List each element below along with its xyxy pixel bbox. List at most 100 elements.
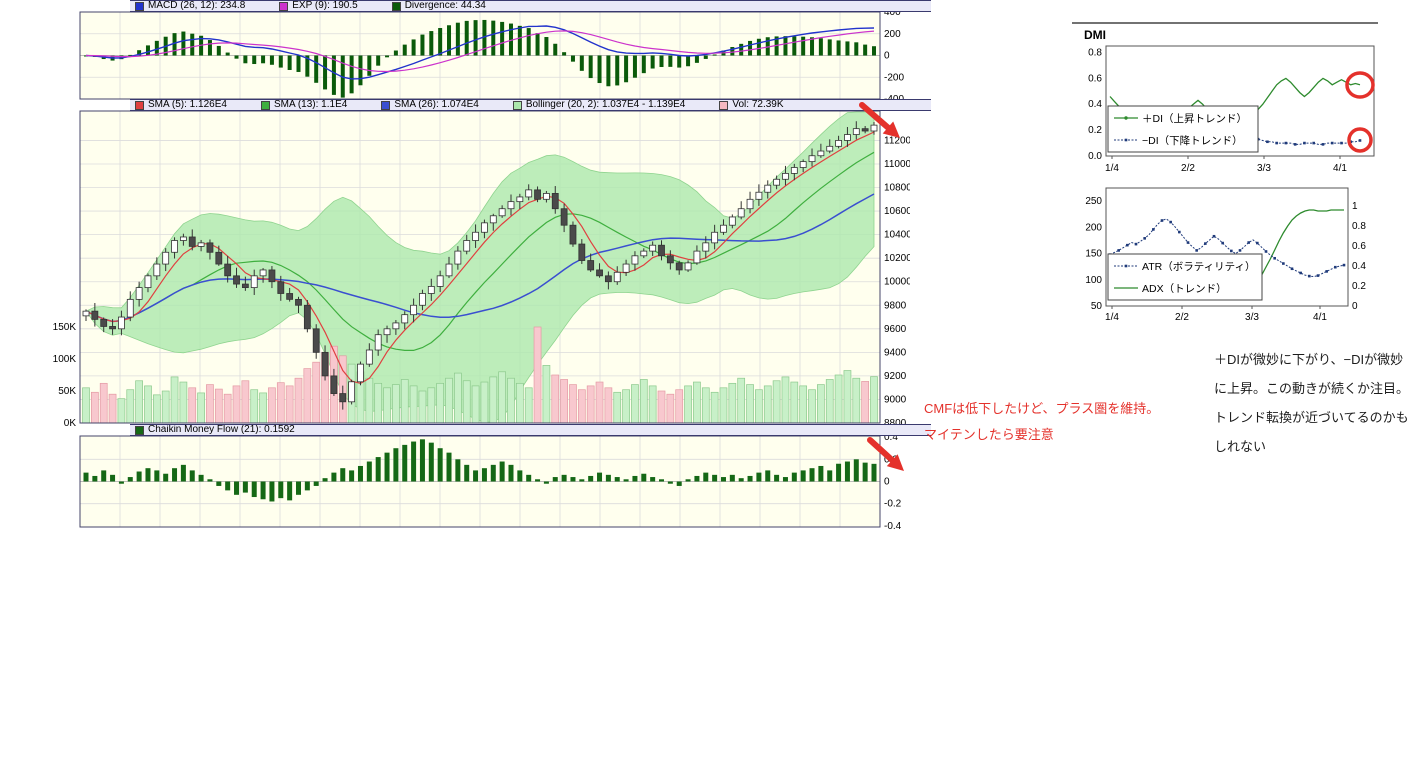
svg-text:10400: 10400 — [884, 230, 910, 241]
svg-text:150K: 150K — [53, 322, 77, 333]
dmi-annotation-note: ＋DIが微妙に下がり、−DIが微妙 に上昇。この動きが続くか注目。 トレンド転換… — [1214, 345, 1409, 461]
svg-text:250: 250 — [1085, 196, 1102, 207]
legend-swatch-icon — [260, 100, 270, 110]
macd-legend-bar: MACD (26, 12): 234.8 EXP (9): 190.5 Diverg… — [130, 0, 931, 12]
svg-text:4/1: 4/1 — [1333, 163, 1347, 174]
svg-text:3/3: 3/3 — [1257, 163, 1271, 174]
svg-text:200: 200 — [884, 29, 901, 40]
legend-label: Divergence: 44.34 — [404, 0, 486, 11]
svg-text:1/4: 1/4 — [1105, 163, 1119, 174]
legend-item: Divergence: 44.34 — [391, 0, 486, 11]
svg-text:10200: 10200 — [884, 253, 910, 264]
dmi-chart: DMI 0.8 0.6 0.4 0.2 0.0 1/4 2/2 3/3 4/1 ＋DI（上昇トレンド… — [1072, 22, 1378, 334]
svg-text:0.0: 0.0 — [1088, 151, 1102, 162]
svg-text:0.4: 0.4 — [1352, 261, 1366, 272]
atr-adx-panel: 250 200 150 100 50 1 0.8 0.6 0.4 0.2 0 1/4 2/2 3/3 4/1… — [1085, 187, 1366, 323]
svg-text:0: 0 — [884, 51, 890, 62]
legend-item: SMA (13): 1.1E4 — [260, 99, 348, 110]
legend-item: EXP (9): 190.5 — [279, 0, 358, 11]
svg-text:50K: 50K — [58, 386, 76, 397]
svg-text:100K: 100K — [53, 354, 77, 365]
svg-text:150: 150 — [1085, 249, 1102, 260]
cmf-note-line: マイテンしたら要注意 — [924, 427, 1054, 442]
price-legend-bar: SMA (5): 1.126E4 SMA (13): 1.1E4 SMA (26):… — [130, 99, 931, 111]
svg-text:ADX（トレンド）: ADX（トレンド） — [1142, 283, 1227, 295]
svg-text:9800: 9800 — [884, 300, 907, 311]
legend-label: Bollinger (20, 2): 1.037E4 - 1.139E4 — [525, 99, 686, 110]
legend-label: MACD (26, 12): 234.8 — [148, 0, 246, 11]
legend-label: Vol: 72.39K — [732, 99, 784, 110]
legend-label: SMA (5): 1.126E4 — [148, 99, 227, 110]
svg-text:2/2: 2/2 — [1175, 312, 1189, 323]
dmi-note-line: しれない — [1214, 439, 1267, 454]
cmf-panel: 0.40.20-0.2-0.4 — [79, 432, 902, 532]
legend-item: Chaikin Money Flow (21): 0.1592 — [135, 424, 295, 435]
legend-swatch-icon — [135, 1, 144, 11]
svg-text:100: 100 — [1085, 275, 1102, 286]
svg-text:0.6: 0.6 — [1352, 241, 1366, 252]
svg-text:200: 200 — [1085, 222, 1102, 233]
legend-swatch-icon — [391, 1, 401, 11]
svg-text:＋DI（上昇トレンド）: ＋DI（上昇トレンド） — [1142, 113, 1247, 125]
cmf-legend-bar: Chaikin Money Flow (21): 0.1592 — [130, 424, 931, 436]
svg-text:1: 1 — [1352, 201, 1358, 212]
legend-item: SMA (26): 1.074E4 — [381, 99, 479, 110]
svg-text:0: 0 — [884, 477, 890, 488]
svg-text:0K: 0K — [64, 418, 77, 429]
svg-text:0.2: 0.2 — [1088, 125, 1102, 136]
dmi-note-line: ＋DIが微妙に下がり、−DIが微妙 — [1214, 352, 1404, 367]
cmf-note-line: CMFは低下したけど、プラス圏を維持。 — [924, 401, 1160, 416]
svg-text:0.6: 0.6 — [1088, 73, 1102, 84]
price-panel: 11200 11000 10800 10600 10400 10200 10000 9800 9… — [53, 110, 912, 429]
legend-item: SMA (5): 1.126E4 — [135, 99, 227, 110]
svg-text:−DI（下降トレンド）: −DI（下降トレンド） — [1142, 134, 1243, 147]
dmi-note-line: トレンド転換が近づいてるのかも — [1214, 410, 1409, 425]
legend-swatch-icon — [512, 100, 522, 110]
legend-label: SMA (13): 1.1E4 — [273, 99, 348, 110]
legend-swatch-icon — [719, 100, 729, 110]
svg-text:0.2: 0.2 — [1352, 281, 1366, 292]
svg-text:50: 50 — [1091, 301, 1103, 312]
svg-text:11000: 11000 — [884, 159, 910, 170]
legend-item: MACD (26, 12): 234.8 — [135, 0, 246, 11]
legend-swatch-icon — [135, 425, 144, 435]
svg-text:0.8: 0.8 — [1352, 221, 1366, 232]
svg-text:0.8: 0.8 — [1088, 47, 1102, 58]
cmf-annotation-note: CMFは低下したけど、プラス圏を維持。 マイテンしたら要注意 — [924, 396, 1159, 448]
svg-text:10600: 10600 — [884, 206, 910, 217]
svg-text:0: 0 — [1352, 301, 1358, 312]
legend-swatch-icon — [381, 100, 391, 110]
svg-text:2/2: 2/2 — [1181, 163, 1195, 174]
svg-text:DMI: DMI — [1084, 28, 1106, 42]
svg-text:-0.2: -0.2 — [884, 499, 902, 510]
svg-text:9400: 9400 — [884, 347, 907, 358]
svg-text:10000: 10000 — [884, 277, 910, 288]
svg-text:400: 400 — [884, 7, 901, 18]
legend-swatch-icon — [279, 1, 289, 11]
svg-text:9600: 9600 — [884, 324, 907, 335]
svg-text:0.2: 0.2 — [884, 454, 898, 465]
svg-text:ATR（ボラティリティ）: ATR（ボラティリティ） — [1142, 261, 1255, 273]
legend-swatch-icon — [135, 100, 144, 110]
legend-label: EXP (9): 190.5 — [292, 0, 358, 11]
dmi-panel: DMI 0.8 0.6 0.4 0.2 0.01/4 2/2 3/3 4/1 ＋DI（上昇トレンド… — [1072, 22, 1378, 174]
svg-text:11200: 11200 — [884, 135, 910, 146]
svg-text:1/4: 1/4 — [1105, 312, 1119, 323]
svg-text:9000: 9000 — [884, 394, 907, 405]
svg-text:0.4: 0.4 — [1088, 99, 1102, 110]
dmi-note-line: に上昇。この動きが続くか注目。 — [1214, 381, 1410, 396]
legend-label: SMA (26): 1.074E4 — [394, 99, 479, 110]
svg-text:3/3: 3/3 — [1245, 312, 1259, 323]
legend-label: Chaikin Money Flow (21): 0.1592 — [148, 424, 295, 435]
svg-text:8800: 8800 — [884, 418, 907, 429]
legend-item: Bollinger (20, 2): 1.037E4 - 1.139E4 — [512, 99, 686, 110]
svg-text:4/1: 4/1 — [1313, 312, 1327, 323]
svg-text:9200: 9200 — [884, 371, 907, 382]
legend-item: Vol: 72.39K — [719, 99, 784, 110]
svg-text:10800: 10800 — [884, 183, 910, 194]
